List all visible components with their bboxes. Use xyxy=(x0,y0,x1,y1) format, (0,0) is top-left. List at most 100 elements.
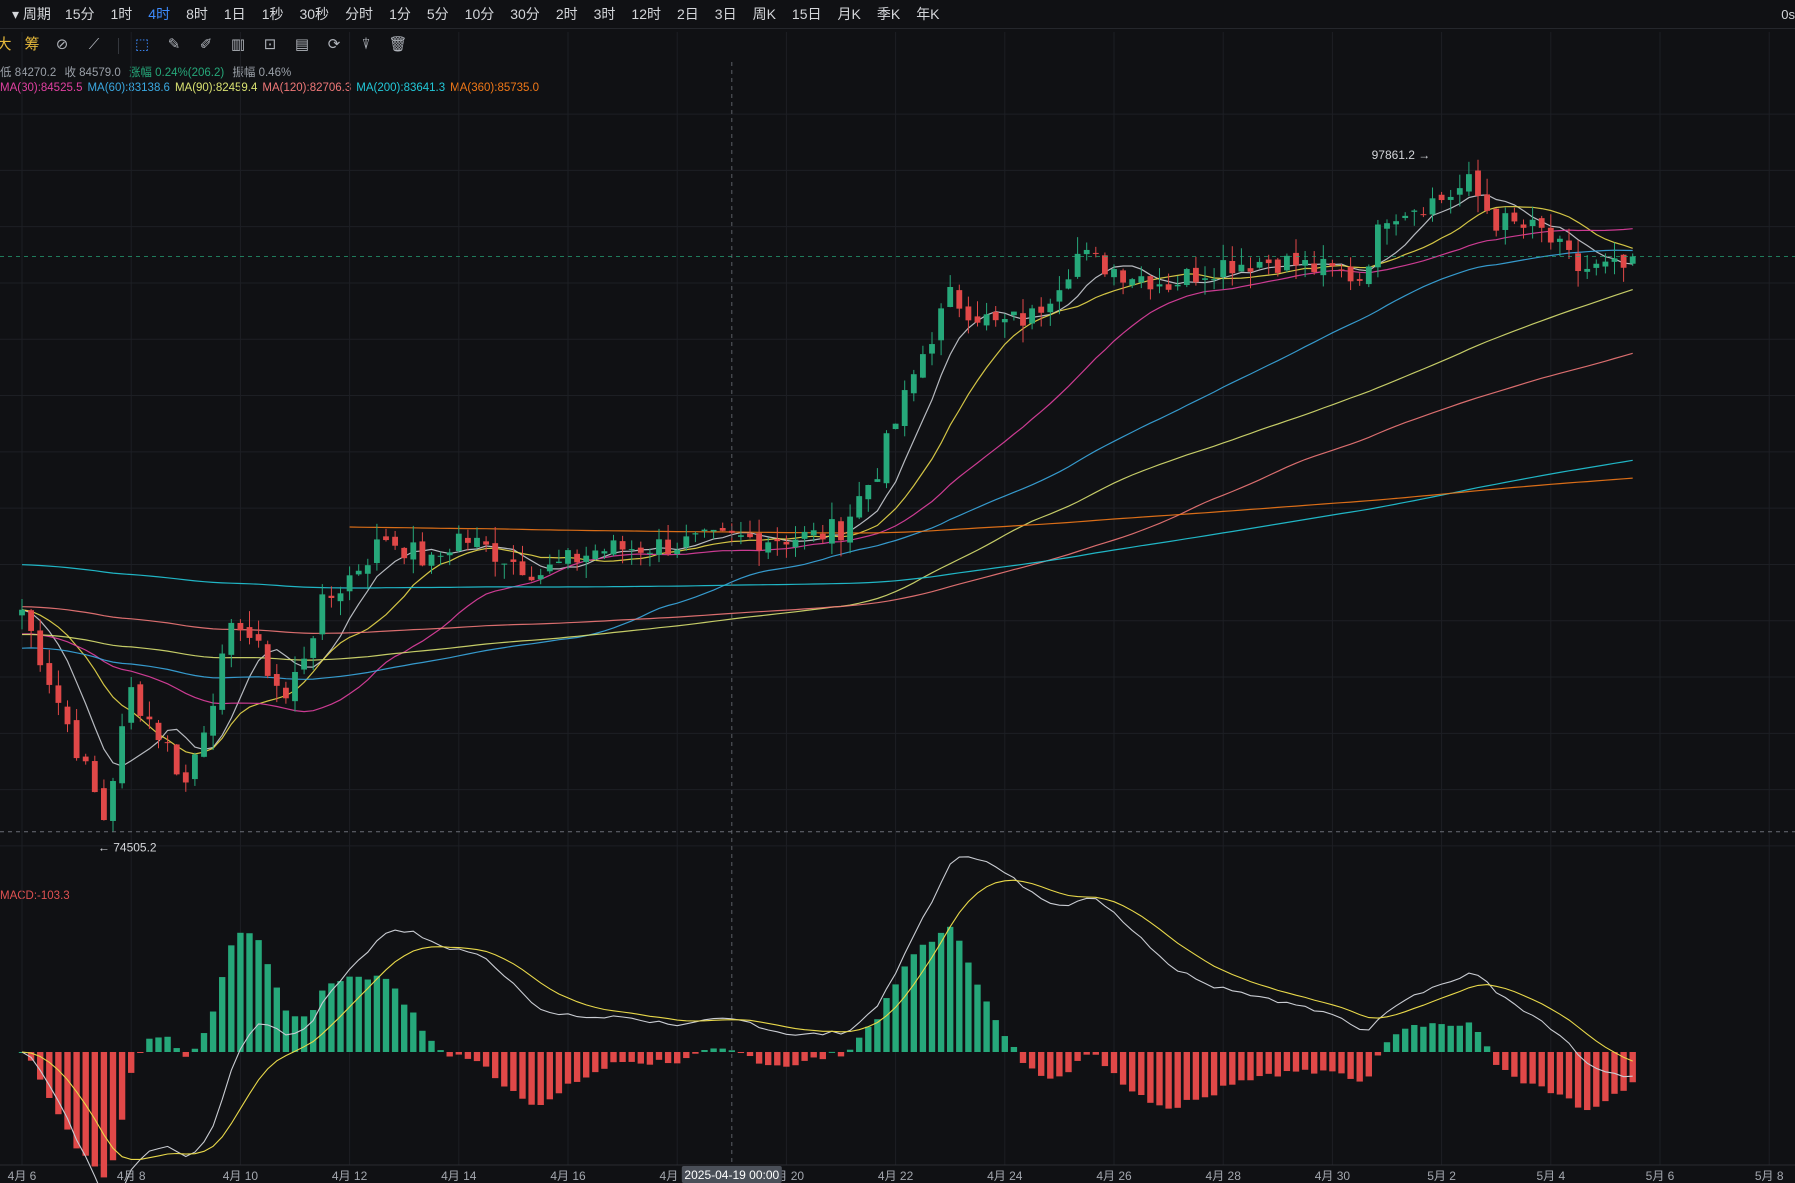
refresh-timer: 0s xyxy=(1781,7,1795,22)
timeframe-10[interactable]: 10分 xyxy=(464,6,495,22)
candle-body xyxy=(555,561,562,564)
high-annotation: 97861.2 → xyxy=(1372,148,1431,162)
chips-tool-button[interactable]: 筹 xyxy=(22,35,42,55)
macd-bar xyxy=(1292,1052,1300,1072)
macd-bar xyxy=(637,1052,644,1064)
timeframe-5[interactable]: 1秒 xyxy=(261,6,284,22)
candle-body xyxy=(1556,238,1563,242)
candle-body xyxy=(1438,194,1445,201)
candle-body xyxy=(1356,279,1363,281)
macd-bar xyxy=(974,984,981,1052)
magnet-icon[interactable]: ⟳ xyxy=(327,36,341,53)
indicator-icon[interactable]: ⊘ xyxy=(55,36,69,53)
timeframe-21[interactable]: 年K xyxy=(916,6,940,22)
timeframe-15[interactable]: 2日 xyxy=(676,6,699,22)
period-dropdown[interactable]: ▾ 周期 xyxy=(12,6,51,22)
candle-body xyxy=(983,314,990,326)
x-tick-label: 4月 8 xyxy=(117,1169,146,1183)
timeframe-3[interactable]: 8时 xyxy=(186,6,208,22)
ruler-icon[interactable]: ✎ xyxy=(167,36,181,53)
candle-body xyxy=(464,537,471,543)
macd-bar xyxy=(837,1052,845,1057)
timeframe-6[interactable]: 30秒 xyxy=(299,6,330,22)
macd-bar xyxy=(573,1052,581,1082)
macd-bar xyxy=(1110,1052,1118,1074)
timeframe-0[interactable]: 15分 xyxy=(64,6,95,22)
template-icon[interactable]: ▤ xyxy=(294,36,310,53)
candle-body xyxy=(1329,263,1336,267)
trash-icon[interactable]: 🗑 xyxy=(388,36,408,53)
macd-bar xyxy=(310,1010,317,1052)
timeframe-18[interactable]: 15日 xyxy=(791,6,822,22)
draw-line-icon[interactable]: ⟋ xyxy=(88,36,100,53)
timeframe-1[interactable]: 1时 xyxy=(110,6,133,22)
macd-bar xyxy=(1201,1052,1209,1098)
ma-legend-item: MA(30):84525.5 xyxy=(0,82,83,94)
candle-body xyxy=(1083,249,1090,255)
crosshair-time-box xyxy=(681,1166,782,1183)
macd-bar xyxy=(1411,1024,1418,1052)
candle-body xyxy=(956,290,963,309)
macd-bar xyxy=(892,984,899,1052)
candle-type-icon[interactable]: ▥ xyxy=(230,36,246,53)
macd-bar xyxy=(564,1052,572,1084)
timeframe-7[interactable]: 分时 xyxy=(345,6,374,22)
macd-bar xyxy=(1584,1052,1591,1111)
macd-bar xyxy=(783,1052,790,1067)
candle-body xyxy=(919,354,926,378)
candle-body xyxy=(1547,227,1554,243)
candle-body xyxy=(346,575,353,592)
candle-body xyxy=(619,541,626,550)
timeframe-16[interactable]: 3日 xyxy=(714,6,737,22)
macd-bar xyxy=(1119,1052,1127,1085)
fullscreen-tool-button[interactable]: 大 xyxy=(0,35,14,55)
macd-bar xyxy=(1038,1052,1045,1076)
macd-bar xyxy=(1465,1022,1473,1052)
candle-body xyxy=(1347,266,1354,282)
timeframe-13[interactable]: 3时 xyxy=(593,6,616,22)
candle-body xyxy=(1220,260,1227,278)
macd-bar xyxy=(546,1052,553,1100)
filter-icon[interactable]: ⍒ xyxy=(361,36,371,53)
timeframe-20[interactable]: 季K xyxy=(876,6,901,22)
macd-bar xyxy=(846,1049,854,1052)
candle-body xyxy=(1384,223,1390,229)
candle-body xyxy=(1202,278,1208,280)
macd-bar xyxy=(282,1010,290,1052)
timeframe-2[interactable]: 4时 xyxy=(148,6,171,22)
candle-body xyxy=(710,529,717,532)
candle-body xyxy=(1465,174,1472,192)
timeframe-14[interactable]: 12时 xyxy=(631,6,661,22)
macd-bar xyxy=(1065,1052,1072,1073)
candle-body xyxy=(992,311,999,321)
candle-body xyxy=(792,539,799,548)
macd-bar xyxy=(328,983,335,1052)
macd-bar xyxy=(1593,1052,1600,1107)
timeframe-11[interactable]: 30分 xyxy=(510,6,540,22)
macd-bar xyxy=(1083,1052,1090,1055)
macd-bar xyxy=(1074,1052,1081,1061)
lock-icon[interactable]: ⊡ xyxy=(263,36,277,53)
timeframe-19[interactable]: 月K xyxy=(837,6,861,22)
macd-bar xyxy=(755,1052,763,1064)
candle-body xyxy=(255,634,262,641)
candle-body xyxy=(774,538,781,542)
timeframe-8[interactable]: 1分 xyxy=(389,6,411,22)
timeframe-17[interactable]: 周K xyxy=(752,6,776,22)
x-tick-label: 5月 2 xyxy=(1427,1169,1456,1183)
candle-body xyxy=(1602,261,1609,267)
ma-line-60 xyxy=(21,249,1633,680)
timeframe-12[interactable]: 2时 xyxy=(555,6,578,22)
candle-body xyxy=(483,541,490,545)
timeframe-9[interactable]: 5分 xyxy=(426,6,449,22)
candle-body xyxy=(1283,255,1290,271)
pencil-icon[interactable]: ✐ xyxy=(199,36,213,53)
candle-body xyxy=(656,539,662,555)
macd-bar xyxy=(774,1052,781,1066)
candle-body xyxy=(728,530,735,533)
x-tick-label: 4月 26 xyxy=(1096,1169,1132,1183)
macd-bar xyxy=(346,976,353,1052)
cursor-select-icon[interactable]: ⬚ xyxy=(134,36,150,53)
timeframe-4[interactable]: 1日 xyxy=(223,6,246,22)
